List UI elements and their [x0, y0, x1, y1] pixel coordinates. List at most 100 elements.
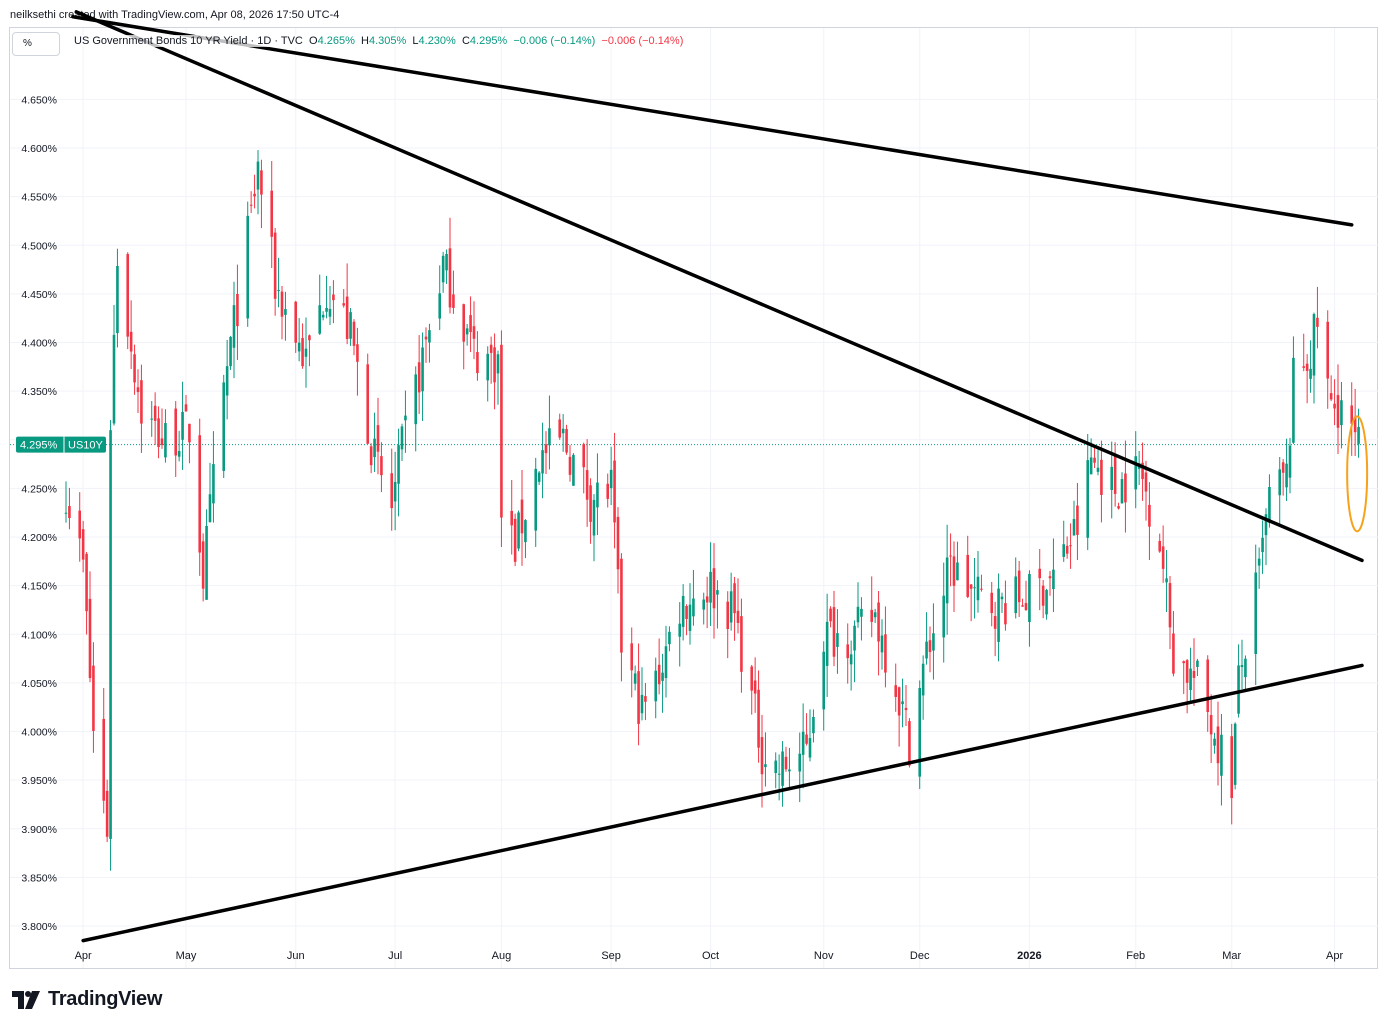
candle-body: [476, 352, 479, 374]
candle-body: [517, 512, 520, 549]
candle-body: [856, 606, 860, 623]
candle-body: [112, 334, 116, 424]
candle-body: [681, 595, 685, 627]
candle-body: [685, 606, 688, 619]
candle-body: [393, 481, 397, 502]
candle-body: [1268, 487, 1271, 523]
percent-scale-button[interactable]: %: [12, 32, 60, 56]
candle-body: [945, 557, 949, 604]
candle-body: [733, 583, 736, 614]
candle-body: [921, 663, 925, 696]
candle-body: [1062, 544, 1066, 557]
candle-body: [78, 510, 82, 539]
candle-body: [1069, 545, 1072, 547]
candle-body: [568, 456, 572, 475]
candle-body: [1117, 506, 1120, 509]
candle-body: [541, 450, 544, 474]
candle-body: [740, 616, 743, 672]
candle-body: [469, 315, 472, 333]
candle-body: [1144, 472, 1148, 492]
tradingview-logo-icon: [12, 990, 40, 1009]
candle-body: [609, 469, 613, 489]
candle-body: [1000, 596, 1004, 600]
candle-body: [760, 737, 764, 775]
candle-body: [908, 721, 911, 766]
x-tick-label: Feb: [1126, 950, 1145, 962]
candle-body: [1189, 668, 1192, 690]
candle-body: [414, 374, 418, 425]
candle-body: [993, 616, 997, 629]
candle-body: [1113, 455, 1117, 494]
last-price-tag: 4.295% US10Y: [16, 436, 106, 453]
candle-body: [428, 330, 431, 343]
candle-body: [188, 423, 191, 443]
candle-body: [1165, 578, 1168, 583]
candle-body: [1240, 665, 1244, 667]
candle-body: [534, 468, 538, 531]
candle-body: [801, 731, 805, 755]
candle-body: [805, 734, 808, 744]
y-tick-label: 4.600%: [21, 143, 57, 155]
candle-body: [198, 435, 202, 553]
candle-body: [565, 428, 568, 453]
candle-body: [328, 308, 332, 317]
candle-body: [184, 404, 188, 412]
candle-body: [1024, 603, 1028, 610]
y-tick-label: 3.900%: [21, 824, 57, 836]
candle-body: [661, 672, 664, 681]
candle-body: [1089, 457, 1093, 475]
candle-body: [688, 604, 692, 631]
candle-body: [750, 666, 754, 691]
candle-body: [976, 576, 980, 601]
y-tick-label: 3.950%: [21, 775, 57, 787]
candle-body: [1100, 459, 1103, 495]
candle-body: [294, 301, 298, 343]
candle-body: [949, 555, 952, 557]
candle-body: [1192, 671, 1196, 678]
candle-body: [616, 516, 620, 570]
candle-body: [836, 633, 839, 647]
last-price-symbol: US10Y: [68, 440, 104, 452]
candle-body: [942, 595, 946, 638]
candle-body: [164, 423, 167, 458]
x-tick-label: Apr: [1326, 950, 1343, 962]
candle-body: [181, 411, 184, 440]
candle-body: [1292, 357, 1295, 443]
candle-body: [849, 654, 853, 665]
candle-body: [465, 328, 469, 335]
candle-body: [232, 305, 236, 348]
candle-body: [1134, 456, 1138, 490]
candle-body: [1233, 723, 1237, 785]
candle-body: [822, 651, 826, 710]
candle-body: [928, 640, 932, 653]
candle-body: [664, 646, 668, 678]
candle-body: [157, 418, 160, 448]
candle-body: [692, 598, 695, 617]
legend-low-label: L: [412, 35, 419, 47]
candle-body: [558, 419, 562, 438]
candle-body: [397, 445, 400, 484]
candle-body: [390, 473, 394, 509]
candle-body: [373, 438, 376, 458]
trendlines[interactable]: [71, 10, 1364, 943]
last-price-value: 4.295%: [20, 440, 58, 452]
candle-body: [1209, 715, 1213, 735]
candle-body: [208, 494, 212, 522]
candle-body: [64, 512, 68, 514]
tradingview-brand[interactable]: TradingView: [12, 988, 162, 1011]
x-tick-label: Dec: [910, 950, 930, 962]
candle-body: [901, 701, 904, 705]
candle-body: [582, 444, 586, 468]
candlesticks[interactable]: [64, 150, 1360, 871]
y-tick-label: 3.850%: [21, 872, 57, 884]
candle-body: [225, 366, 229, 396]
candle-body: [177, 451, 181, 457]
candle-body: [702, 599, 706, 610]
candle-body: [784, 756, 788, 770]
x-tick-label: Apr: [75, 950, 92, 962]
candle-body: [500, 344, 503, 518]
candle-body: [452, 294, 455, 308]
candle-body: [1004, 603, 1007, 625]
y-tick-label: 4.350%: [21, 386, 57, 398]
